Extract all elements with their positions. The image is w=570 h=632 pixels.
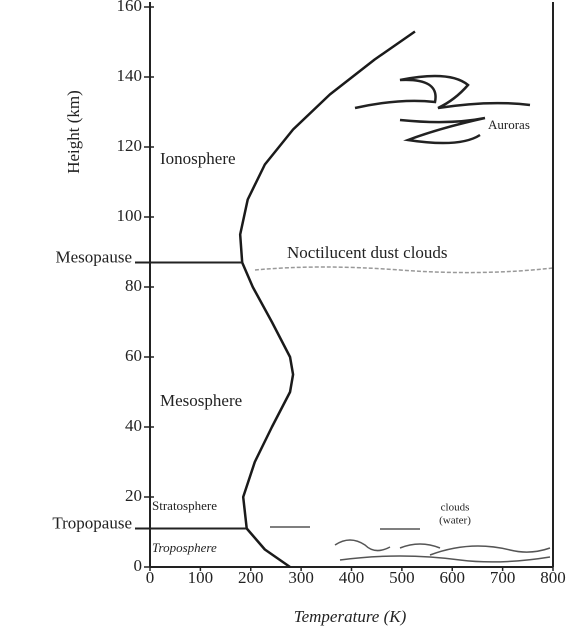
temperature-line — [240, 32, 415, 568]
x-tick-label: 300 — [288, 568, 314, 587]
auroras-label: Auroras — [488, 117, 530, 132]
aurora-drawing — [355, 76, 530, 143]
x-tick-label: 500 — [389, 568, 415, 587]
layer-label: Stratosphere — [152, 498, 217, 513]
noctilucent-clouds — [255, 267, 553, 273]
water-clouds — [270, 527, 550, 562]
y-axis-label: Height (km) — [64, 90, 83, 174]
x-tick-label: 200 — [238, 568, 264, 587]
level-label: Mesopause — [56, 247, 132, 266]
y-tick-label: 140 — [117, 66, 143, 85]
x-axis-label: Temperature (K) — [294, 607, 407, 626]
x-tick-label: 700 — [490, 568, 516, 587]
y-tick-label: 0 — [134, 556, 143, 575]
y-tick-label: 40 — [125, 416, 142, 435]
y-tick-label: 20 — [125, 486, 142, 505]
clouds-label: (water) — [439, 515, 471, 527]
layer-label: Ionosphere — [160, 149, 236, 168]
y-tick-label: 120 — [117, 136, 143, 155]
noctilucent-label: Noctilucent dust clouds — [287, 243, 448, 262]
y-tick-label: 60 — [125, 346, 142, 365]
x-tick-label: 400 — [339, 568, 365, 587]
chart: Ionosphere Mesosphere Stratosphere Tropo… — [0, 0, 570, 632]
x-tick-label: 600 — [440, 568, 466, 587]
page: {"chart_data": { "type": "line", "x_labe… — [0, 0, 570, 632]
x-tick-label: 800 — [540, 568, 566, 587]
clouds-label: clouds — [441, 502, 470, 514]
y-tick-label: 80 — [125, 276, 142, 295]
y-tick-label: 160 — [117, 0, 143, 15]
layer-label: Mesosphere — [160, 391, 242, 410]
x-tick-label: 0 — [146, 568, 155, 587]
layer-label: Troposphere — [152, 540, 217, 555]
y-tick-label: 100 — [117, 206, 143, 225]
level-label: Tropopause — [52, 513, 132, 532]
x-tick-label: 100 — [188, 568, 214, 587]
